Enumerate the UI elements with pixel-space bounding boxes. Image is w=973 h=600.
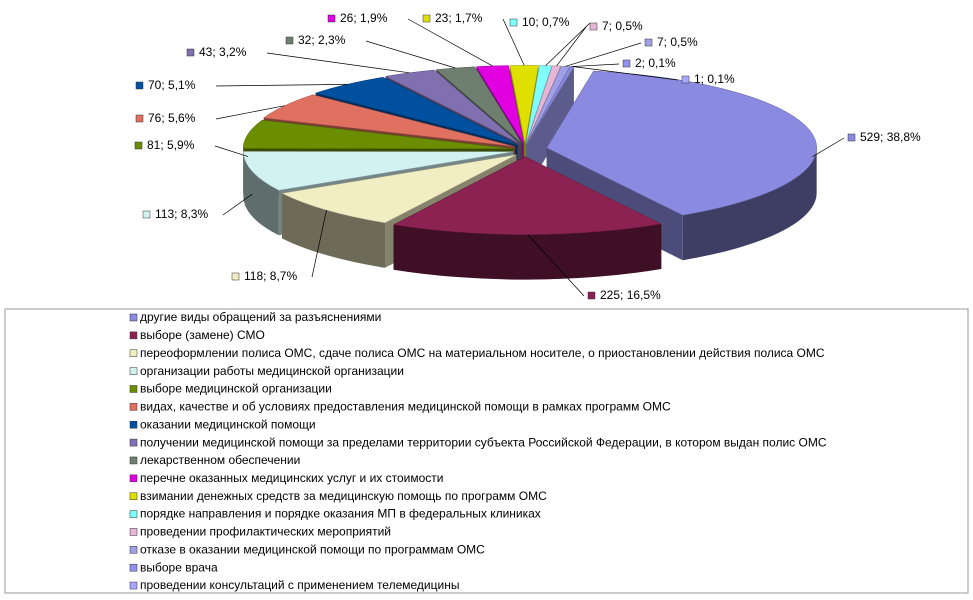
leader-line: [214, 145, 249, 157]
slice: [242, 119, 514, 150]
legend-label: переоформлении полиса ОМС, сдаче полиса …: [140, 346, 825, 360]
legend-swatch: [129, 331, 138, 340]
data-label: 70; 5,1%: [148, 78, 196, 92]
label-swatch: [134, 141, 143, 150]
label-swatch: [327, 14, 336, 23]
legend-swatch: [129, 510, 138, 518]
legend-swatch: [129, 456, 138, 465]
slice-side: [393, 223, 662, 280]
leader-line: [545, 22, 591, 66]
data-label: 7; 0,5%: [602, 19, 643, 33]
legend-label: организации работы медицинской организац…: [140, 364, 404, 378]
legend-label: проведении консультаций с применением те…: [140, 578, 459, 592]
leader-line: [311, 210, 327, 278]
legend-label: видах, качестве и об условиях предоставл…: [140, 400, 671, 414]
legend-label: проведении профилактических мероприятий: [140, 525, 391, 539]
legend-swatch: [129, 581, 138, 590]
leader-line: [527, 234, 585, 297]
label-swatch: [231, 272, 240, 281]
label-swatch: [509, 18, 518, 27]
label-swatch: [135, 114, 144, 123]
leader-line: [812, 137, 845, 157]
label-swatch: [847, 133, 856, 142]
leader-line: [266, 52, 410, 74]
label-swatch: [644, 38, 653, 47]
label-swatch: [142, 210, 151, 219]
legend-swatch: [129, 420, 138, 429]
leader-line: [222, 193, 253, 216]
slice: [262, 94, 515, 147]
legend-label: отказе в оказании медицинской помощи по …: [140, 542, 485, 556]
legend-label: взимании денежных средств за медицинскую…: [140, 489, 547, 503]
label-swatch: [589, 22, 598, 31]
slice: [281, 154, 517, 224]
leader-line: [565, 42, 642, 67]
legend-swatch: [129, 349, 138, 357]
data-label: 7; 0,5%: [657, 35, 698, 49]
leader-line: [573, 66, 679, 81]
slice: [384, 69, 521, 145]
legend-box: [4, 308, 969, 594]
legend-swatch: [129, 367, 138, 375]
slice: [475, 65, 524, 144]
label-swatch: [587, 291, 596, 300]
leader-line: [215, 105, 285, 120]
slice-side: [281, 193, 386, 268]
data-label: 118; 8,7%: [244, 269, 297, 283]
data-label: 81; 5,9%: [147, 138, 195, 152]
label-swatch: [135, 81, 144, 90]
slice: [314, 76, 518, 146]
legend-swatch: [129, 492, 138, 500]
slice: [525, 65, 553, 144]
label-swatch: [422, 14, 431, 23]
legend-label: перечне оказанных медицинских услуг и их…: [140, 471, 444, 485]
leader-line: [215, 84, 348, 87]
legend-swatch: [129, 474, 138, 483]
leader-line: [502, 18, 525, 66]
legend-swatch: [129, 528, 138, 536]
label-swatch: [285, 36, 294, 45]
legend-swatch: [129, 438, 138, 447]
label-swatch: [622, 59, 631, 68]
legend-label: порядке направления и порядке оказания М…: [140, 507, 541, 521]
legend-label: оказании медицинской помощи: [140, 417, 316, 431]
label-swatch: [186, 48, 195, 57]
slice: [546, 70, 817, 216]
legend-swatch: [129, 385, 138, 393]
legend-label: другие виды обращений за разъяснениями: [140, 310, 381, 324]
data-label: 2; 0,1%: [635, 56, 676, 70]
legend-label: получении медицинской помощи за пределам…: [140, 435, 827, 449]
legend-label: выборе медицинской организации: [140, 382, 332, 396]
slice: [392, 156, 663, 235]
legend-label: выборе (замене) СМО: [140, 328, 265, 342]
slice: [243, 151, 514, 191]
leader-line: [407, 18, 493, 67]
legend-swatch: [129, 313, 138, 322]
data-label: 76; 5,6%: [148, 111, 196, 125]
data-label: 23; 1,7%: [435, 11, 483, 25]
slice-side: [682, 147, 817, 261]
legend-swatch: [129, 563, 138, 572]
legend-swatch: [129, 403, 138, 411]
slice: [435, 66, 523, 144]
data-label: 26; 1,9%: [340, 11, 388, 25]
data-label: 225; 16,5%: [600, 288, 661, 302]
data-label: 529; 38,8%: [860, 130, 921, 144]
data-label: 10; 0,7%: [522, 15, 570, 29]
legend-label: лекарственном обеспечении: [140, 453, 300, 467]
data-label: 43; 3,2%: [199, 45, 247, 59]
leader-line: [365, 40, 456, 69]
data-label: 113; 8,3%: [155, 207, 208, 221]
data-label: 32; 2,3%: [298, 33, 346, 47]
label-swatch: [681, 75, 690, 84]
leader-line: [571, 63, 620, 67]
legend-swatch: [129, 546, 138, 554]
slice-side: [243, 151, 279, 236]
legend-label: выборе врача: [140, 560, 218, 574]
slice-edge: [527, 66, 574, 189]
data-label: 1; 0,1%: [694, 72, 735, 86]
leader-line: [556, 26, 587, 67]
